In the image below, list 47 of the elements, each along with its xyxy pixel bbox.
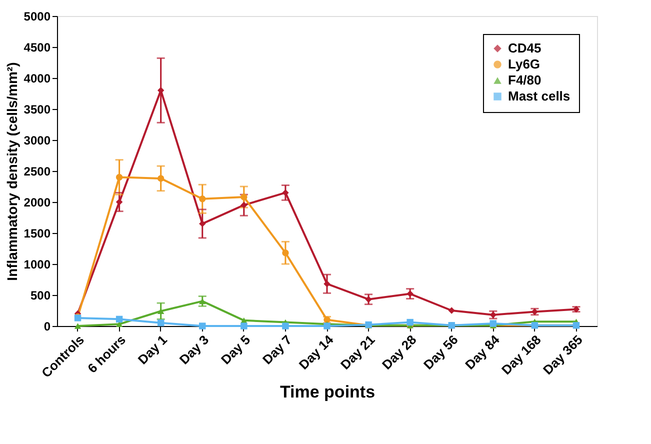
legend-label: CD45 (508, 40, 542, 56)
point (282, 249, 289, 256)
point (406, 290, 414, 298)
x-tick-label: Day 56 (420, 332, 461, 372)
point (240, 322, 248, 330)
y-tick-label: 3000 (24, 134, 51, 148)
point (199, 298, 206, 304)
point (282, 322, 289, 330)
point (448, 307, 455, 314)
point (116, 316, 123, 323)
legend-label: Ly6G (508, 56, 540, 72)
point (199, 220, 206, 228)
x-tick-label: Day 21 (337, 332, 378, 372)
x-tick-label: Day 14 (296, 332, 337, 372)
x-tick-label: Day 3 (176, 332, 212, 368)
point (116, 174, 123, 181)
point (240, 202, 248, 208)
y-tick-label: 5000 (24, 10, 51, 24)
x-axis-title: Time points (280, 382, 376, 402)
point (199, 196, 206, 202)
legend-label: F4/80 (508, 72, 542, 88)
point (157, 308, 164, 314)
y-tick-label: 1000 (24, 258, 51, 272)
point (282, 189, 289, 196)
point (74, 323, 82, 329)
point (116, 198, 123, 206)
x-tick-label: Day 1 (134, 332, 170, 368)
point (240, 194, 248, 200)
point (324, 280, 330, 288)
point (406, 318, 414, 326)
y-tick-label: 2500 (24, 164, 51, 178)
y-tick-label: 2000 (24, 196, 51, 210)
legend-label: Mast cells (508, 88, 570, 104)
point (199, 322, 206, 330)
x-tick-label: Day 28 (379, 332, 420, 372)
y-tick-label: 3500 (24, 102, 51, 116)
y-tick-label: 0 (44, 320, 51, 334)
y-tick-label: 4000 (24, 72, 51, 86)
y-tick-label: 500 (30, 288, 51, 302)
y-tick-label: 4500 (24, 40, 51, 54)
point (157, 320, 164, 326)
x-tick-label: Day 7 (260, 332, 295, 368)
point (365, 296, 372, 303)
point (157, 175, 164, 182)
y-tick-label: 1500 (24, 226, 51, 240)
x-tick-label: Day 5 (218, 332, 254, 368)
y-axis-title: Inflammatory density (cells/mm²) (4, 62, 20, 281)
